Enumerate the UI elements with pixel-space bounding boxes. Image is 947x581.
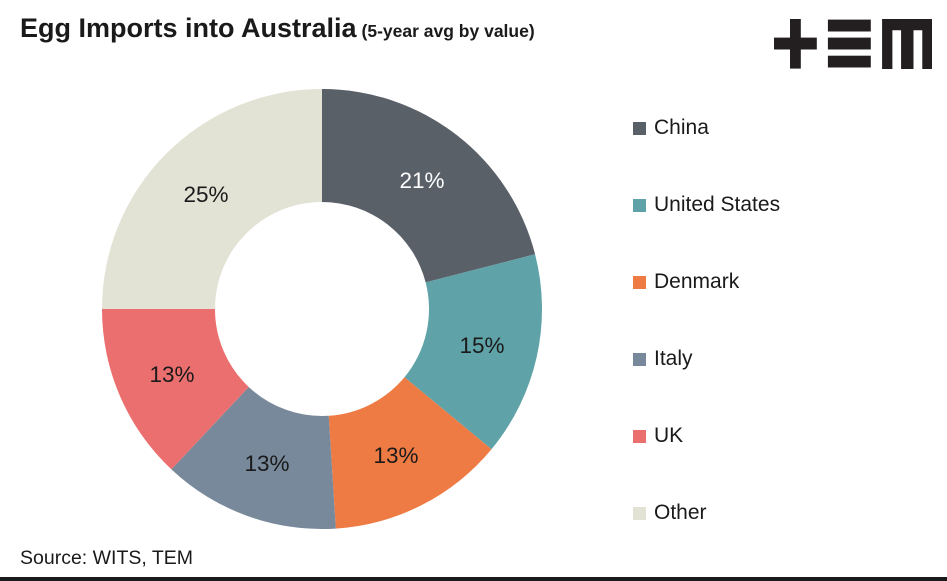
svg-text:13%: 13% [244, 451, 289, 476]
svg-text:25%: 25% [183, 182, 228, 207]
svg-text:13%: 13% [373, 443, 418, 468]
svg-text:21%: 21% [399, 168, 444, 193]
svg-text:13%: 13% [149, 362, 194, 387]
svg-text:15%: 15% [459, 333, 504, 358]
